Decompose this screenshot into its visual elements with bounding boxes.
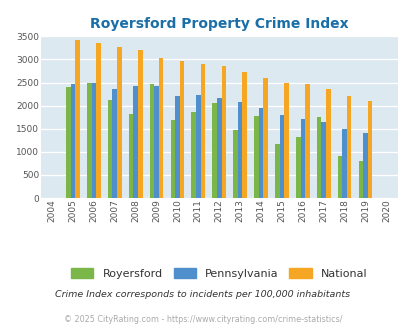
Bar [216, 98, 221, 198]
Bar [358, 161, 362, 198]
Bar [212, 103, 216, 198]
Bar [158, 57, 163, 198]
Bar [325, 88, 330, 198]
Bar [274, 144, 279, 198]
Bar [242, 72, 246, 198]
Legend: Royersford, Pennsylvania, National: Royersford, Pennsylvania, National [68, 265, 370, 282]
Bar [300, 118, 305, 198]
Bar [128, 114, 133, 198]
Bar [316, 117, 321, 198]
Bar [191, 112, 196, 198]
Title: Royersford Property Crime Index: Royersford Property Crime Index [90, 17, 348, 31]
Bar [92, 83, 96, 198]
Bar [362, 133, 367, 198]
Bar [87, 82, 92, 198]
Bar [258, 108, 263, 198]
Bar [179, 61, 184, 198]
Bar [175, 96, 179, 198]
Bar [232, 130, 237, 198]
Bar [133, 86, 138, 198]
Bar [108, 100, 112, 198]
Bar [196, 94, 200, 198]
Text: Crime Index corresponds to incidents per 100,000 inhabitants: Crime Index corresponds to incidents per… [55, 290, 350, 299]
Bar [221, 66, 226, 198]
Bar [75, 40, 80, 198]
Bar [263, 78, 267, 198]
Bar [346, 96, 351, 198]
Bar [117, 48, 121, 198]
Bar [295, 138, 300, 198]
Bar [200, 64, 205, 198]
Bar [70, 84, 75, 198]
Bar [341, 129, 346, 198]
Bar [367, 101, 371, 198]
Bar [279, 115, 283, 198]
Bar [112, 88, 117, 198]
Bar [284, 83, 288, 198]
Bar [321, 122, 325, 198]
Text: © 2025 CityRating.com - https://www.cityrating.com/crime-statistics/: © 2025 CityRating.com - https://www.city… [64, 315, 341, 324]
Bar [138, 50, 142, 198]
Bar [154, 86, 158, 198]
Bar [170, 120, 175, 198]
Bar [96, 43, 100, 198]
Bar [254, 116, 258, 198]
Bar [149, 84, 154, 198]
Bar [337, 156, 341, 198]
Bar [237, 102, 242, 198]
Bar [305, 84, 309, 198]
Bar [66, 87, 70, 198]
